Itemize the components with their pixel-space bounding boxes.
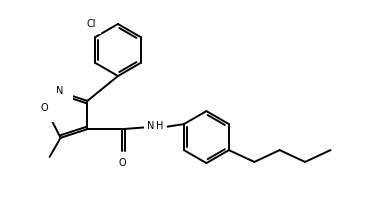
Text: N: N — [56, 86, 63, 96]
Text: N: N — [147, 121, 154, 131]
Text: H: H — [156, 121, 164, 131]
Text: O: O — [119, 158, 126, 168]
Text: O: O — [40, 103, 48, 113]
Text: Cl: Cl — [87, 19, 96, 29]
